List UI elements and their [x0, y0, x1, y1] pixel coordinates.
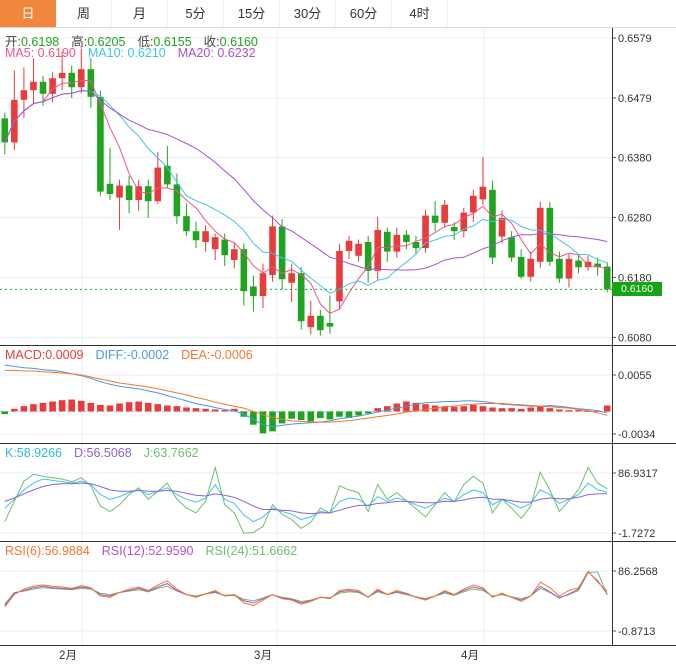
dea-line	[4, 369, 608, 423]
ohlc-legend: 开:0.6198 高:0.6205 低:0.6155 收:0.6160	[5, 31, 270, 50]
timeframe-tabs: 日周月 5分 15分 30分 60分 4时	[0, 0, 676, 28]
legend-item: RSI(24):51.6662	[205, 544, 298, 558]
timeframe-tab-7[interactable]: 60分	[336, 0, 392, 27]
j-line	[4, 465, 608, 534]
kdj-panel[interactable]: 86.9317 -1.7272	[0, 443, 676, 541]
legend-item: RSI(12):52.9590	[101, 544, 194, 558]
timeframe-tab-3[interactable]: 月	[112, 0, 168, 27]
last-price-tag: 0.6160	[612, 282, 662, 297]
axis-tick-label: 86.9317	[618, 468, 658, 480]
rsi6-line	[4, 570, 608, 608]
k-line	[4, 478, 608, 523]
legend-item: 开:0.6198	[5, 35, 60, 49]
axis-tick-label: 0.6380	[618, 152, 652, 164]
axis-tick-label: 0.6080	[618, 332, 652, 344]
legend-item: RSI(6):56.9884	[5, 544, 90, 558]
ma20-line	[4, 90, 608, 271]
legend-item: DEA:-0.0006	[181, 348, 253, 362]
macd-histogram	[1, 399, 611, 434]
ma-legend: MA5: 0.6190 MA10: 0.6210 MA20: 0.6232	[5, 46, 268, 60]
rsi-legend: RSI(6):56.9884 RSI(12):52.9590 RSI(24):51.…	[5, 544, 309, 558]
ma10-line	[4, 90, 608, 294]
legend-item: MA5: 0.6190	[5, 46, 76, 60]
axis-tick-label: 0.6479	[618, 93, 652, 105]
timeframe-tab-2[interactable]: 周	[56, 0, 112, 27]
legend-item: MA20: 0.6232	[177, 46, 256, 60]
legend-item: 高:0.6205	[71, 35, 126, 49]
axis-tick-label: -0.0034	[618, 429, 655, 441]
main-chart[interactable]: 0.6579 0.6479 0.6380 0.6280 0.6180 0.6080	[0, 28, 676, 345]
axis-tick-label: 86.2568	[618, 566, 658, 578]
rsi-panel[interactable]: 86.2568 -0.8713	[0, 541, 676, 645]
right-axis-line	[612, 28, 613, 645]
macd-legend: MACD:0.0009 DIFF:-0.0002 DEA:-0.0006	[5, 348, 265, 362]
kdj-legend: K:58.9266 D:56.5068 J:63.7662	[5, 446, 211, 460]
legend-item: 收:0.6160	[203, 35, 258, 49]
legend-item: J:63.7662	[143, 446, 199, 460]
axis-tick-label: 0.6280	[618, 212, 652, 224]
legend-item: DIFF:-0.0002	[95, 348, 170, 362]
macd-panel[interactable]: 0.0055 -0.0034	[0, 345, 676, 443]
axis-tick-label: -1.7272	[618, 528, 655, 540]
legend-item: 低:0.6155	[137, 35, 192, 49]
timeframe-tab-1[interactable]: 日	[0, 0, 56, 27]
x-axis-month-label: 4月	[461, 650, 479, 662]
timeframe-tab-5[interactable]: 15分	[224, 0, 280, 27]
timeframe-tab-6[interactable]: 30分	[280, 0, 336, 27]
legend-item: MACD:0.0009	[5, 348, 84, 362]
timeframe-tab-8[interactable]: 4时	[392, 0, 448, 27]
x-axis: 2月 3月 4月	[0, 645, 676, 662]
legend-item: D:56.5068	[74, 446, 132, 460]
diff-line	[4, 364, 608, 428]
bottom-padding	[0, 661, 676, 667]
axis-tick-label: 0.0055	[618, 370, 652, 382]
x-axis-month-label: 2月	[59, 650, 77, 662]
timeframe-tab-4[interactable]: 5分	[168, 0, 224, 27]
x-axis-month-label: 3月	[254, 650, 272, 662]
legend-item: MA10: 0.6210	[87, 46, 166, 60]
d-line	[4, 482, 608, 515]
axis-tick-label: 0.6180	[618, 272, 652, 284]
axis-tick-label: -0.8713	[618, 626, 655, 638]
legend-item: K:58.9266	[5, 446, 62, 460]
axis-tick-label: 0.6579	[618, 33, 652, 45]
ma5-line	[4, 79, 608, 314]
